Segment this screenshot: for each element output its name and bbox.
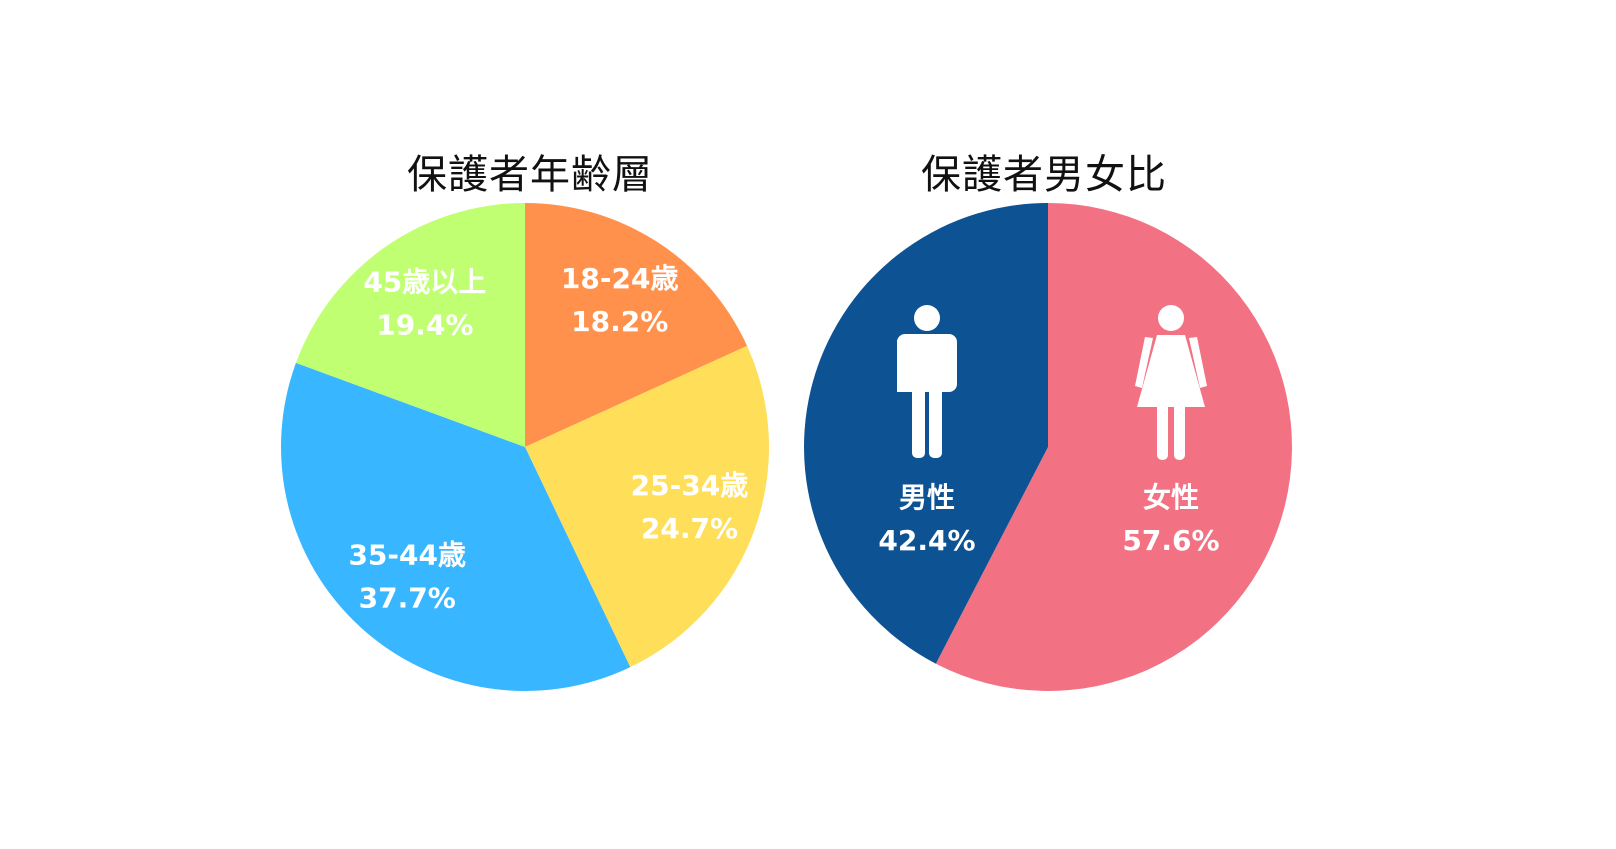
slice-value-label: 18.2% <box>571 305 668 338</box>
pie-slice-1 <box>803 202 1048 664</box>
slice-category-label: 45歳以上 <box>363 266 486 299</box>
slice-category-label: 男性 <box>899 481 955 514</box>
slice-value-label: 57.6% <box>1122 524 1219 557</box>
pie-slice-0 <box>525 203 748 447</box>
pie-slice-0 <box>935 203 1292 691</box>
slice-value-label: 24.7% <box>641 512 738 545</box>
slice-category-label: 25-34歳 <box>631 469 749 502</box>
chart-title: 保護者男女比 <box>921 152 1167 198</box>
female-icon <box>1135 305 1207 460</box>
pie-slice-1 <box>525 345 769 668</box>
pie-slice-3 <box>295 202 525 447</box>
age-pie: 18-24歳 18.2% 25-34歳 24.7% 35-44歳 37.7% 45歳以上 19… <box>281 202 769 691</box>
slice-category-label: 35-44歳 <box>348 538 466 571</box>
gender-pie: 女性 57.6% 男性 42.4% <box>803 202 1292 691</box>
slice-value-label: 42.4% <box>878 524 975 557</box>
pie-slice-2 <box>281 362 631 691</box>
slice-category-label: 女性 <box>1143 481 1199 514</box>
slice-category-label: 18-24歳 <box>561 262 679 295</box>
male-icon <box>897 305 957 458</box>
chart-title: 保護者年齢層 <box>407 152 653 198</box>
slice-value-label: 19.4% <box>376 309 473 342</box>
slice-value-label: 37.7% <box>359 581 456 614</box>
